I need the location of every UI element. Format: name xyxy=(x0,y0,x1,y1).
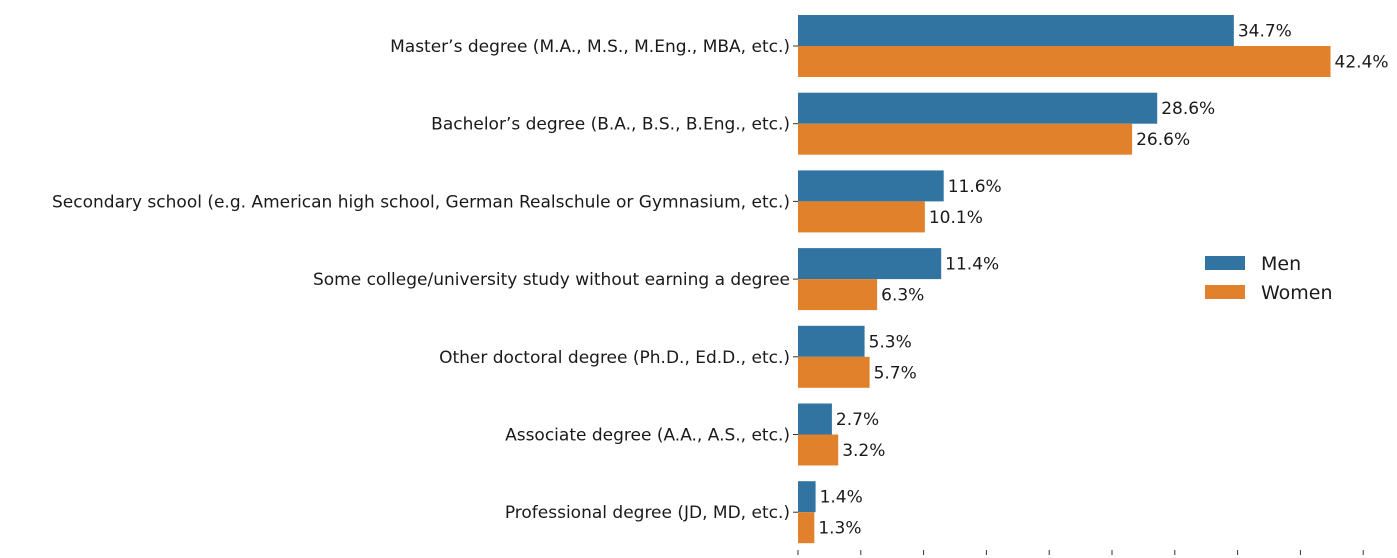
category-label-5: Associate degree (A.A., A.S., etc.) xyxy=(505,426,790,446)
bar-women-2 xyxy=(798,201,925,233)
x-ticks-group xyxy=(797,550,1364,555)
bar-men-0 xyxy=(798,15,1234,46)
bar-men-3 xyxy=(798,248,942,280)
bar-men-1 xyxy=(798,92,1158,124)
legend-swatch-men xyxy=(1205,256,1245,270)
bar-men-5 xyxy=(798,403,832,435)
category-labels-group: Master’s degree (M.A., M.S., M.Eng., MBA… xyxy=(52,37,790,523)
category-label-0: Master’s degree (M.A., M.S., M.Eng., MBA… xyxy=(390,37,790,57)
value-label-men-1: 28.6% xyxy=(1161,99,1215,119)
value-label-women-5: 3.2% xyxy=(842,441,885,461)
category-label-2: Secondary school (e.g. American high sch… xyxy=(52,192,790,212)
value-labels-group: 34.7% 42.4% 28.6% 26.6% 11.6% 10.1% 11.4% 6.3% 5… xyxy=(818,22,1388,539)
value-label-men-3: 11.4% xyxy=(945,255,999,275)
bar-men-6 xyxy=(798,481,816,513)
legend-label-women: Women xyxy=(1261,282,1333,304)
value-label-men-0: 34.7% xyxy=(1238,22,1292,42)
bar-men-2 xyxy=(798,170,944,202)
bar-women-0 xyxy=(798,46,1331,77)
bar-women-1 xyxy=(798,123,1133,155)
category-label-4: Other doctoral degree (Ph.D., Ed.D., etc… xyxy=(439,348,790,368)
bar-men-4 xyxy=(798,325,865,357)
bars-group xyxy=(798,15,1331,544)
bar-women-6 xyxy=(798,512,815,544)
value-label-men-4: 5.3% xyxy=(869,332,912,352)
category-label-6: Professional degree (JD, MD, etc.) xyxy=(505,503,790,523)
bar-women-5 xyxy=(798,434,839,466)
legend-label-men: Men xyxy=(1261,253,1301,275)
legend-swatch-women xyxy=(1205,285,1245,299)
value-label-women-1: 26.6% xyxy=(1136,130,1190,150)
value-label-women-3: 6.3% xyxy=(881,286,924,306)
legend: Men Women xyxy=(1205,253,1333,304)
value-label-women-0: 42.4% xyxy=(1335,53,1389,73)
value-label-women-4: 5.7% xyxy=(874,363,917,383)
value-label-women-2: 10.1% xyxy=(929,208,983,228)
category-label-3: Some college/university study without ea… xyxy=(313,270,790,290)
value-label-women-6: 1.3% xyxy=(818,519,861,539)
value-label-men-6: 1.4% xyxy=(820,488,863,508)
bar-women-3 xyxy=(798,279,878,311)
bar-women-4 xyxy=(798,356,870,388)
category-label-1: Bachelor’s degree (B.A., B.S., B.Eng., e… xyxy=(431,115,790,135)
value-label-men-5: 2.7% xyxy=(836,410,879,430)
value-label-men-2: 11.6% xyxy=(948,177,1002,197)
y-ticks-group xyxy=(793,45,798,513)
